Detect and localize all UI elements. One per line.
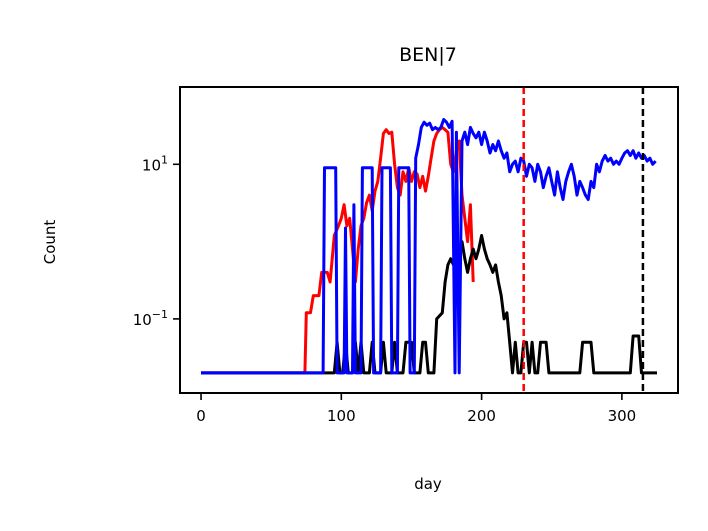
plot-area: [201, 87, 657, 393]
x-tick-label: 100: [327, 407, 356, 425]
axis-ticks: 0 100 200 300 101 10−1: [133, 153, 637, 425]
chart-title: BEN|7: [399, 44, 457, 66]
series-line-2: [201, 234, 657, 375]
y-axis-label: Count: [41, 220, 59, 265]
x-axis-label: day: [414, 475, 442, 493]
y-tick-label: 10−1: [133, 308, 168, 329]
plot-frame: [179, 86, 679, 394]
series-line-3: [201, 118, 657, 375]
y-tick-label: 101: [142, 153, 168, 174]
x-tick-label: 0: [196, 407, 206, 425]
x-tick-label: 300: [608, 407, 637, 425]
x-tick-label: 200: [467, 407, 496, 425]
